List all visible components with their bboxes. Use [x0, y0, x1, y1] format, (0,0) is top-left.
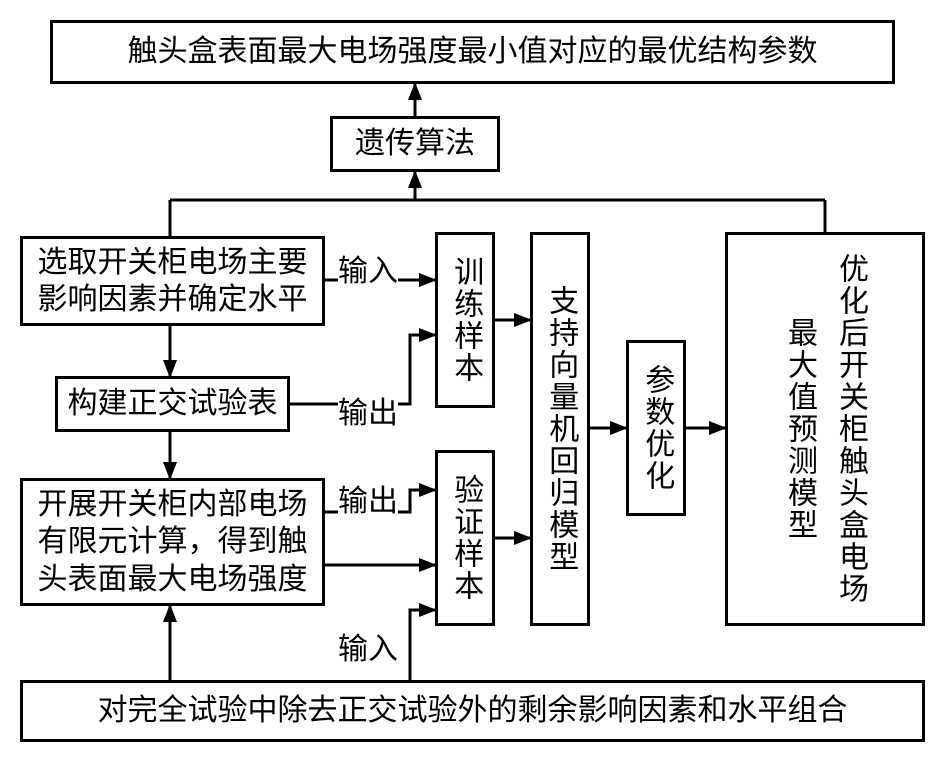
node-valid-text: 验证样本: [444, 457, 486, 619]
label-output-1: 输出: [338, 388, 398, 432]
node-ortho-text: 构建正交试验表: [68, 385, 278, 423]
node-ortho: 构建正交试验表: [55, 376, 290, 432]
node-valid: 验证样本: [435, 450, 495, 626]
node-opt: 参数优化: [626, 340, 686, 516]
node-svr: 支持向量机回归模型: [530, 232, 590, 626]
node-fem-text: 开展开关柜内部电场有限元计算，得到触头表面最大电场强度: [38, 486, 308, 599]
node-train: 训练样本: [435, 232, 495, 408]
node-svr-text: 支持向量机回归模型: [539, 239, 581, 619]
node-ga: 遗传算法: [330, 116, 500, 172]
label-output-2: 输出: [338, 476, 398, 520]
node-opt-text: 参数优化: [635, 347, 677, 509]
node-pred-text: 优化后开关柜触头盒电场最大值预测模型: [734, 239, 916, 619]
node-remain: 对完全试验中除去正交试验外的剩余影响因素和水平组合: [20, 680, 925, 742]
node-ga-text: 遗传算法: [355, 125, 475, 163]
node-goal-text: 触头盒表面最大电场强度最小值对应的最优结构参数: [128, 33, 818, 71]
node-select-text: 选取开关柜电场主要影响因素并确定水平: [38, 244, 308, 319]
label-input-2: 输入: [338, 624, 398, 668]
node-train-text: 训练样本: [444, 239, 486, 401]
label-input-1: 输入: [338, 246, 398, 290]
node-fem: 开展开关柜内部电场有限元计算，得到触头表面最大电场强度: [20, 478, 325, 606]
flowchart-canvas: 触头盒表面最大电场强度最小值对应的最优结构参数 遗传算法 选取开关柜电场主要影响…: [0, 0, 945, 762]
node-remain-text: 对完全试验中除去正交试验外的剩余影响因素和水平组合: [98, 692, 848, 730]
node-goal: 触头盒表面最大电场强度最小值对应的最优结构参数: [50, 20, 895, 84]
node-select: 选取开关柜电场主要影响因素并确定水平: [20, 236, 325, 326]
edge-remain-to-valid: [410, 610, 435, 680]
node-pred: 优化后开关柜触头盒电场最大值预测模型: [725, 232, 925, 626]
